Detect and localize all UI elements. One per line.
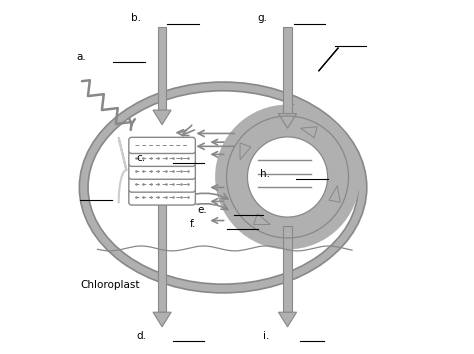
Text: g.: g. xyxy=(257,13,267,23)
Text: i.: i. xyxy=(264,331,270,341)
FancyBboxPatch shape xyxy=(129,163,195,179)
Polygon shape xyxy=(278,312,297,327)
Polygon shape xyxy=(254,214,270,224)
FancyBboxPatch shape xyxy=(129,137,195,154)
Text: d.: d. xyxy=(136,331,146,341)
Polygon shape xyxy=(301,127,317,138)
Polygon shape xyxy=(278,114,297,128)
Text: b.: b. xyxy=(131,13,141,23)
Text: h.: h. xyxy=(260,169,270,178)
Polygon shape xyxy=(158,27,166,110)
Circle shape xyxy=(247,137,328,217)
Ellipse shape xyxy=(79,82,367,293)
Polygon shape xyxy=(158,201,166,312)
FancyBboxPatch shape xyxy=(129,176,195,192)
Polygon shape xyxy=(329,186,340,202)
FancyBboxPatch shape xyxy=(129,150,195,166)
Text: f.: f. xyxy=(190,219,196,229)
Polygon shape xyxy=(283,226,292,312)
Text: e.: e. xyxy=(197,205,207,215)
Text: Chloroplast: Chloroplast xyxy=(80,280,140,290)
Polygon shape xyxy=(240,143,251,160)
Text: a.: a. xyxy=(77,52,86,62)
Ellipse shape xyxy=(88,91,358,284)
Polygon shape xyxy=(153,110,171,125)
FancyBboxPatch shape xyxy=(129,189,195,205)
Text: c.: c. xyxy=(136,153,145,163)
Polygon shape xyxy=(283,27,292,114)
Polygon shape xyxy=(153,312,171,327)
